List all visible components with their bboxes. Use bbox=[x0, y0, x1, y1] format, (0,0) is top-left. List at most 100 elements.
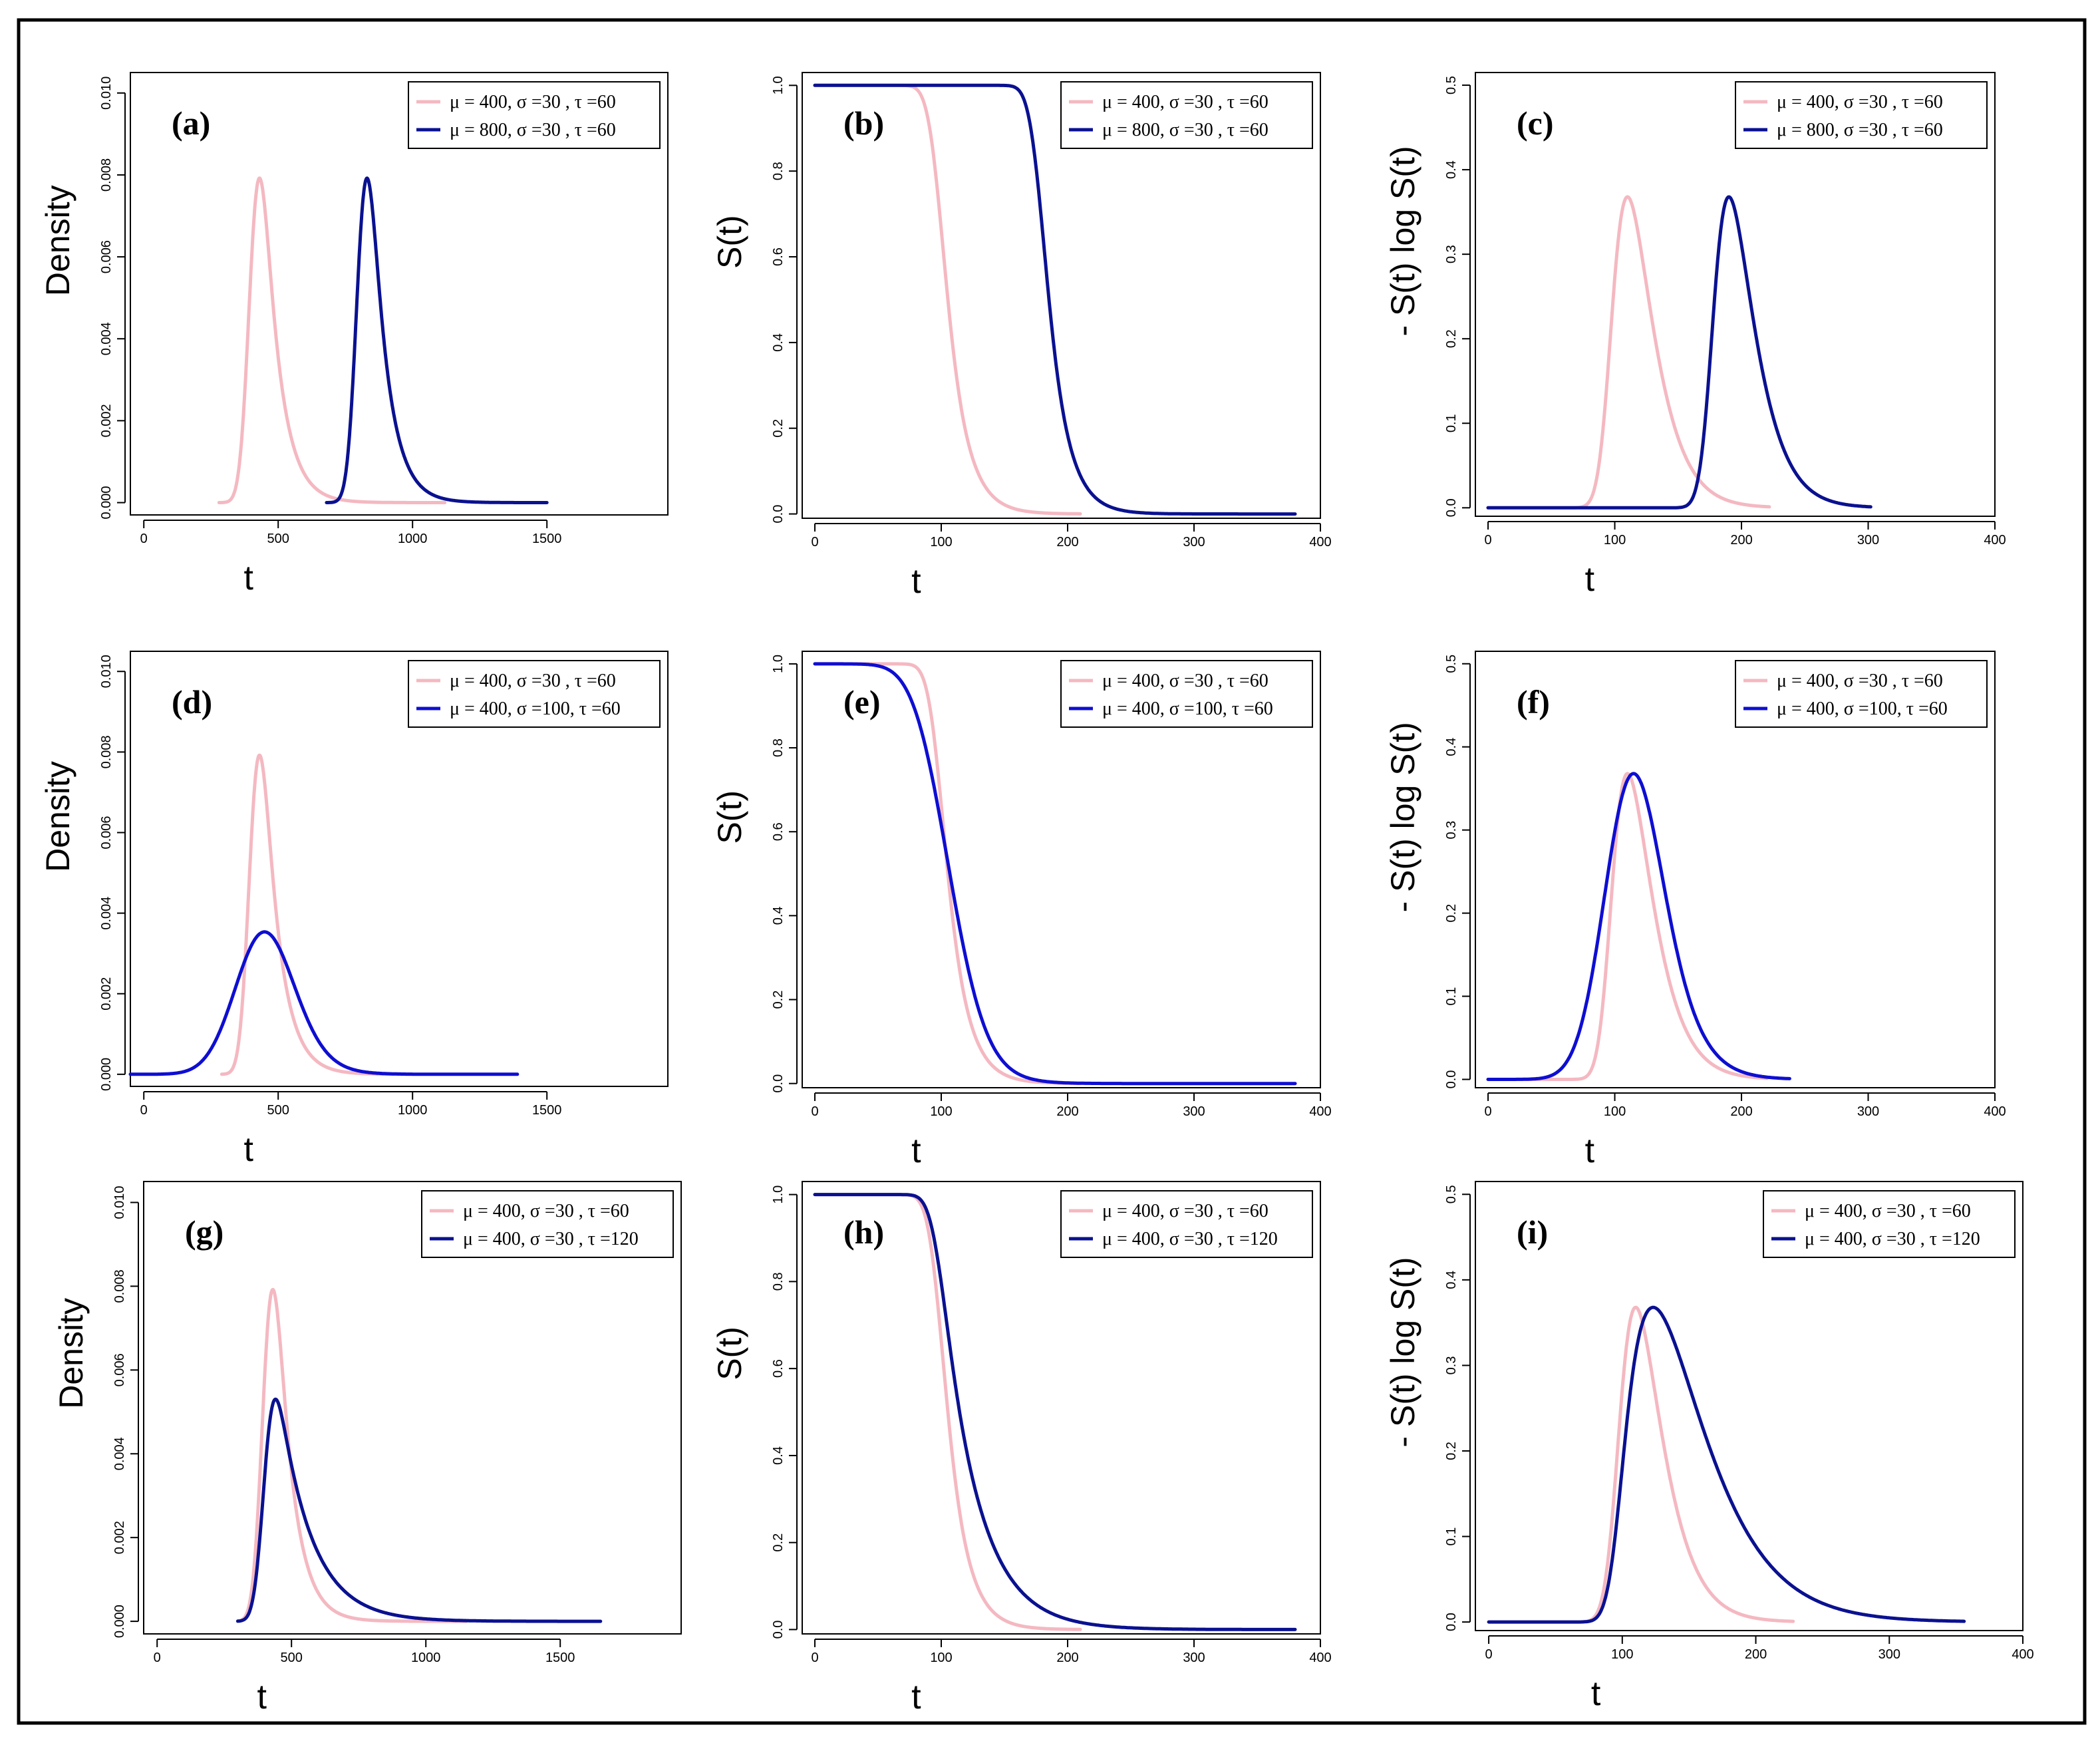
y-axis-title: Density bbox=[53, 1298, 90, 1409]
legend-label-1: μ = 400, σ =30 , τ =60 bbox=[1102, 92, 1269, 112]
legend: μ = 400, σ =30 , τ =60 μ = 400, σ =100, τ… bbox=[1060, 660, 1313, 728]
x-tick-label: 1000 bbox=[398, 532, 428, 546]
x-tick-label: 200 bbox=[1745, 1647, 1767, 1662]
y-tick-label: 0.1 bbox=[1444, 1527, 1459, 1546]
legend-box bbox=[1735, 81, 1988, 149]
series-line-2 bbox=[325, 176, 549, 504]
y-tick-label: 0.8 bbox=[771, 1272, 786, 1291]
x-tick-label: 0 bbox=[811, 535, 818, 550]
x-tick-label: 200 bbox=[1056, 1651, 1078, 1665]
x-tick-label: 0 bbox=[154, 1651, 161, 1665]
y-tick-label: 0.010 bbox=[112, 1186, 127, 1219]
series-line-1 bbox=[220, 753, 414, 1076]
y-axis-title: - S(t) log S(t) bbox=[1384, 146, 1422, 336]
legend: μ = 400, σ =30 , τ =60 μ = 400, σ =30 , τ… bbox=[421, 1190, 674, 1258]
y-tick-label: 0.4 bbox=[771, 1446, 786, 1465]
series-line-1 bbox=[1486, 772, 1769, 1081]
y-tick-label: 0.0 bbox=[771, 1621, 786, 1639]
series-line-2 bbox=[128, 930, 520, 1076]
y-tick-label: 0.2 bbox=[1444, 1442, 1459, 1460]
panel-c: 0 100 200 300 400 0.0 0.1 0.2 0.3 0.4 0.5 t - S(t) l… bbox=[1384, 72, 2006, 599]
y-axis-title: Density bbox=[39, 185, 76, 296]
x-tick-label: 100 bbox=[930, 1651, 952, 1665]
x-tick-label: 100 bbox=[930, 535, 952, 550]
plot-area-c bbox=[1475, 72, 1996, 517]
legend-label-2: μ = 400, σ =30 , τ =120 bbox=[1805, 1229, 1980, 1249]
y-tick-label: 0.000 bbox=[99, 1058, 114, 1091]
legend: μ = 400, σ =30 , τ =60 μ = 800, σ =30 , τ… bbox=[1735, 81, 1988, 149]
x-tick-label: 200 bbox=[1730, 1104, 1752, 1119]
panel-f: 0 100 200 300 400 0.0 0.1 0.2 0.3 0.4 0.5 t - S(t) l… bbox=[1384, 651, 2006, 1170]
y-tick-label: 0.3 bbox=[1444, 1356, 1459, 1375]
x-tick-label: 0 bbox=[1485, 1647, 1493, 1662]
panel-label: (e) bbox=[843, 683, 881, 720]
panel-b: 0 100 200 300 400 0.0 0.2 0.4 0.6 0.8 1.0 t S(t) (b) μ… bbox=[711, 72, 1332, 601]
y-tick-label: 0.010 bbox=[99, 77, 114, 110]
y-tick-label: 0.002 bbox=[99, 977, 114, 1011]
y-tick-label: 0.1 bbox=[1444, 987, 1459, 1006]
y-tick-label: 0.0 bbox=[1444, 498, 1459, 517]
panel-a: 0 500 1000 1500 0.000 0.002 0.004 0.006 0.008 0.0… bbox=[39, 72, 669, 597]
legend-label-2: μ = 800, σ =30 , τ =60 bbox=[450, 120, 616, 140]
panel-h: 0 100 200 300 400 0.0 0.2 0.4 0.6 0.8 1.0 t S(t) (h) μ… bbox=[711, 1181, 1332, 1716]
y-tick-label: 0.2 bbox=[771, 1533, 786, 1552]
y-tick-label: 0.2 bbox=[1444, 329, 1459, 348]
plot-area-g bbox=[143, 1181, 682, 1635]
legend-label-2: μ = 400, σ =100, τ =60 bbox=[1102, 699, 1273, 719]
series-line-1 bbox=[235, 1287, 468, 1623]
y-tick-label: 0.6 bbox=[771, 247, 786, 266]
x-axis-title: t bbox=[1591, 1674, 1601, 1713]
y-tick-label: 0.004 bbox=[99, 322, 114, 355]
panel-label: (d) bbox=[172, 683, 212, 720]
y-tick-label: 0.006 bbox=[112, 1353, 127, 1386]
x-tick-label: 0 bbox=[811, 1651, 818, 1665]
y-tick-label: 0.000 bbox=[99, 486, 114, 519]
series-line-1 bbox=[813, 662, 1082, 1085]
y-tick-label: 0.3 bbox=[1444, 821, 1459, 840]
panel-label: (b) bbox=[843, 104, 884, 142]
series-line-2 bbox=[813, 662, 1297, 1086]
y-tick-label: 1.0 bbox=[771, 1186, 786, 1204]
legend-box bbox=[1735, 660, 1988, 728]
x-tick-label: 400 bbox=[1309, 1104, 1331, 1119]
x-tick-label: 1500 bbox=[545, 1651, 575, 1665]
legend-label-1: μ = 400, σ =30 , τ =60 bbox=[1777, 92, 1943, 112]
panel-d: 0 500 1000 1500 0.000 0.002 0.004 0.006 0.008 0.0… bbox=[39, 651, 669, 1169]
panel-e: 0 100 200 300 400 0.0 0.2 0.4 0.6 0.8 1.0 t S(t) (e) μ… bbox=[711, 651, 1332, 1170]
series-line-2 bbox=[235, 1397, 603, 1623]
y-axis-title: - S(t) log S(t) bbox=[1384, 722, 1422, 912]
y-tick-label: 0.4 bbox=[1444, 1271, 1459, 1289]
legend-label-2: μ = 400, σ =30 , τ =120 bbox=[1102, 1229, 1278, 1249]
x-tick-label: 1500 bbox=[532, 1103, 562, 1118]
legend-label-2: μ = 400, σ =100, τ =60 bbox=[1777, 699, 1948, 719]
x-tick-label: 400 bbox=[1309, 1651, 1331, 1665]
series-line-1 bbox=[813, 1193, 1082, 1631]
plot-area-h bbox=[802, 1181, 1321, 1635]
legend-label-1: μ = 400, σ =30 , τ =60 bbox=[450, 92, 616, 112]
y-tick-label: 0.002 bbox=[99, 404, 114, 437]
y-tick-label: 0.8 bbox=[771, 162, 786, 180]
x-tick-label: 400 bbox=[1984, 533, 2006, 548]
plot-area-f bbox=[1475, 651, 1996, 1088]
y-tick-label: 0.004 bbox=[112, 1437, 127, 1470]
y-tick-label: 0.6 bbox=[771, 822, 786, 841]
y-tick-label: 0.2 bbox=[1444, 904, 1459, 923]
legend-label-2: μ = 400, σ =100, τ =60 bbox=[450, 699, 621, 719]
y-tick-label: 0.8 bbox=[771, 738, 786, 757]
y-tick-label: 0.5 bbox=[1444, 76, 1459, 94]
legend-box bbox=[1060, 660, 1313, 728]
y-tick-label: 0.5 bbox=[1444, 655, 1459, 673]
panel-label: (c) bbox=[1517, 104, 1554, 142]
series-line-2 bbox=[1486, 772, 1791, 1081]
y-tick-label: 0.4 bbox=[1444, 160, 1459, 179]
y-tick-label: 0.004 bbox=[99, 897, 114, 930]
x-tick-label: 200 bbox=[1730, 533, 1752, 548]
panel-label: (h) bbox=[843, 1213, 884, 1251]
legend-label-2: μ = 800, σ =30 , τ =60 bbox=[1102, 120, 1269, 140]
x-axis-title: t bbox=[1585, 560, 1595, 599]
y-tick-label: 0.010 bbox=[99, 655, 114, 688]
x-axis-title: t bbox=[257, 1678, 267, 1716]
x-tick-label: 300 bbox=[1183, 535, 1205, 550]
x-tick-label: 500 bbox=[281, 1651, 303, 1665]
